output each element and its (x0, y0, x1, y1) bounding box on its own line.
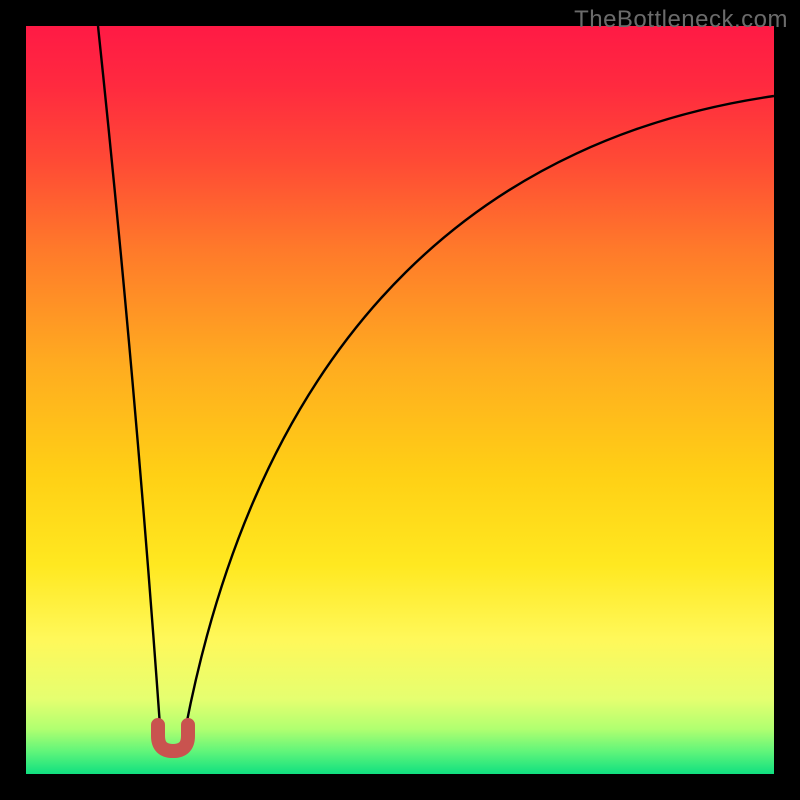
curve-overlay (26, 26, 774, 774)
curve-left-limb (98, 26, 160, 726)
curve-right-limb (186, 96, 774, 726)
valley-marker (158, 725, 188, 751)
chart-root: TheBottleneck.com (0, 0, 800, 800)
